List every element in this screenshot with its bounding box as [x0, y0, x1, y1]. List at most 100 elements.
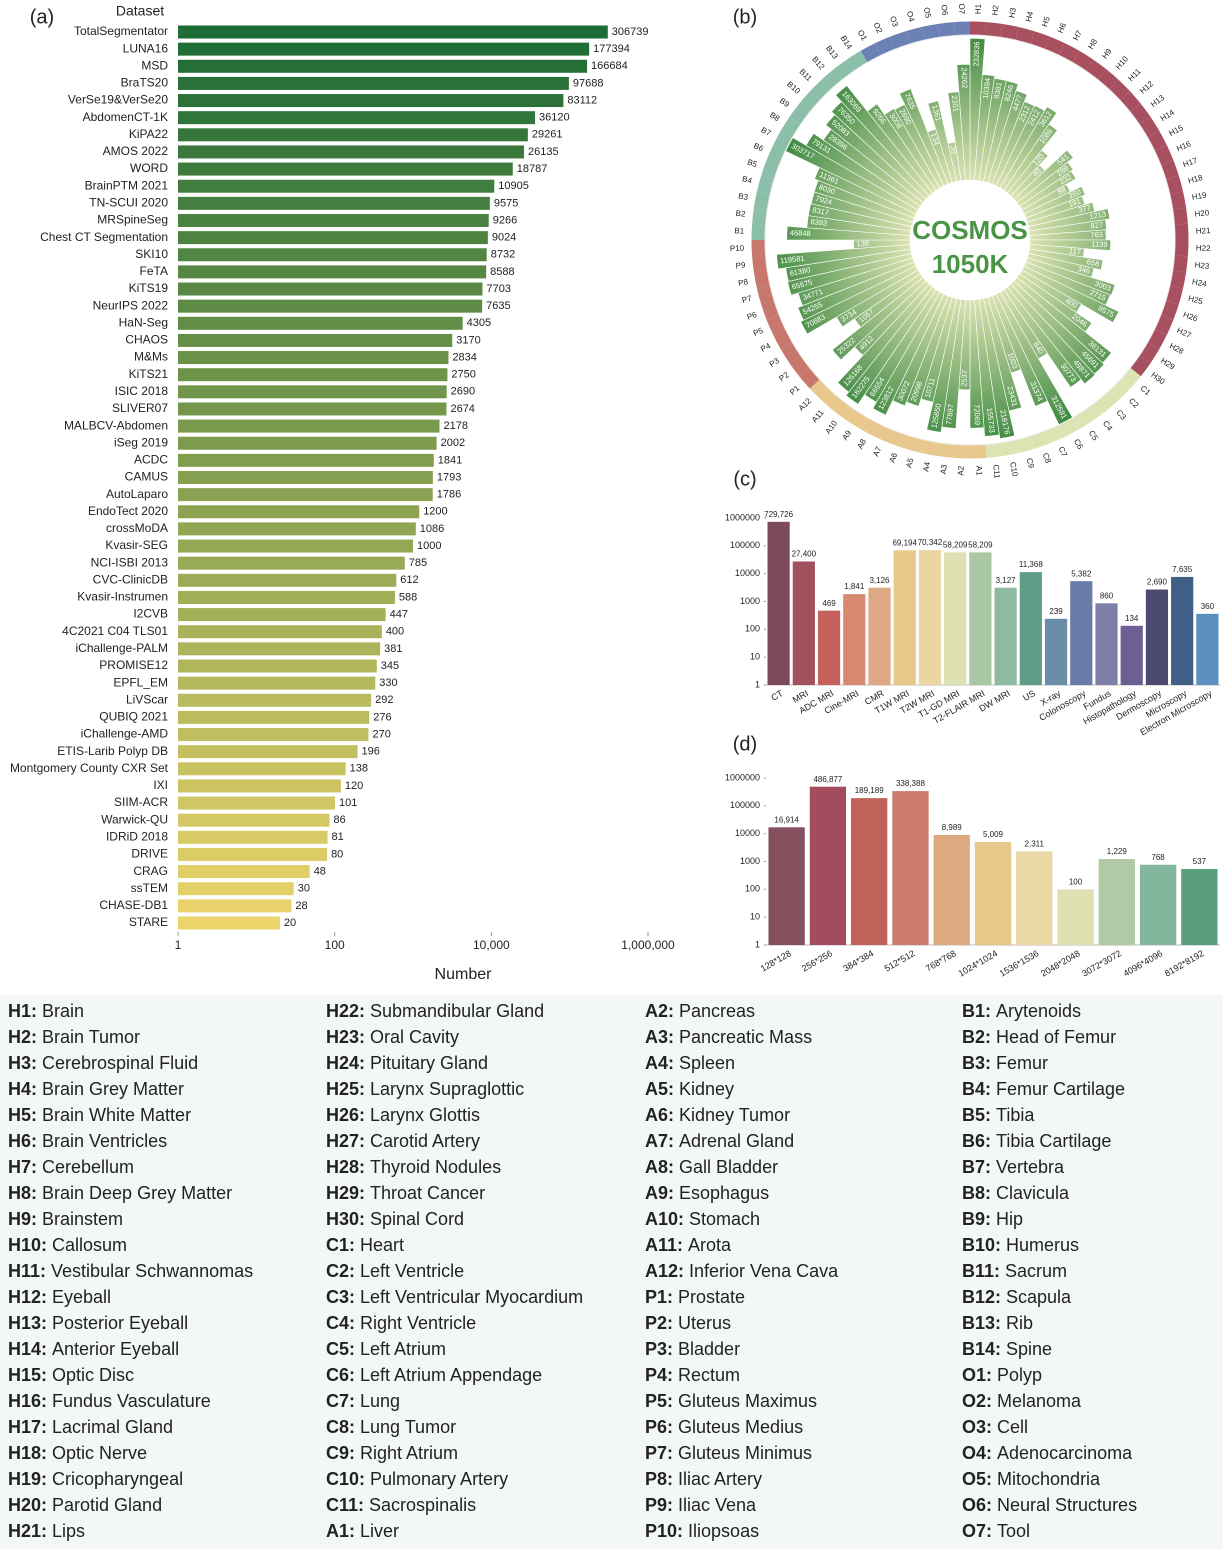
bar: [178, 453, 434, 467]
group-ring: [905, 436, 925, 454]
center-text: 1050K: [932, 249, 1009, 279]
group-ring: [846, 409, 868, 430]
group-ring: [761, 300, 779, 320]
key-name: Scapula: [1006, 1287, 1072, 1307]
key-name: Rectum: [678, 1365, 740, 1385]
key-name: Stomach: [689, 1209, 760, 1229]
value-label: 30: [948, 145, 958, 155]
value-label: 8732: [491, 249, 515, 261]
category-label: KiTS21: [129, 367, 169, 381]
key-entry: C5: Left Atrium: [326, 1339, 446, 1359]
key-entry: H4: Brain Grey Matter: [8, 1079, 184, 1099]
value-label: 346: [1077, 264, 1091, 276]
key-entry: H23: Oral Cavity: [326, 1027, 459, 1047]
bar: [1044, 618, 1068, 685]
category-label: ACDC: [134, 453, 168, 467]
category-label: KiTS19: [129, 281, 169, 295]
key-name: Optic Disc: [52, 1365, 134, 1385]
key-name: Kidney Tumor: [679, 1105, 790, 1125]
value-label: 7635: [486, 300, 510, 312]
key-code: P1:: [645, 1287, 673, 1307]
key-name: Right Atrium: [360, 1443, 458, 1463]
value-label: 70,342: [918, 538, 943, 547]
category-label: A12: [797, 396, 814, 413]
key-code: C2:: [326, 1261, 355, 1281]
group-ring: [773, 130, 793, 151]
category-label: iChallenge-AMD: [81, 727, 169, 741]
bar: [178, 676, 376, 690]
bar: [893, 550, 916, 685]
radial-bar: [1021, 265, 1120, 323]
bar: [178, 162, 513, 176]
category-label: AMOS 2022: [103, 144, 169, 158]
group-ring: [1098, 390, 1119, 411]
group-ring: [1166, 175, 1184, 195]
group-ring: [751, 239, 766, 257]
group-ring: [833, 59, 855, 80]
bar: [178, 94, 564, 108]
key-entry: H15: Optic Disc: [8, 1365, 134, 1385]
radial-bar: [787, 252, 914, 296]
key-code: A6:: [645, 1105, 674, 1125]
bar: [178, 659, 377, 673]
key-name: Lips: [52, 1521, 85, 1541]
value-label: 2,690: [1147, 578, 1168, 587]
category-label: B4: [741, 174, 753, 185]
key-code: H12:: [8, 1287, 47, 1307]
value-label: 80: [331, 848, 343, 860]
key-code: O7:: [962, 1521, 992, 1541]
category-label: MRSpineSeg: [97, 213, 168, 227]
key-code: P4:: [645, 1365, 673, 1385]
key-code: B14:: [962, 1339, 1001, 1359]
category-label: 3072*3072: [1080, 948, 1123, 978]
key-entry: H22: Submandibular Gland: [326, 1001, 544, 1021]
key-entry: B5: Tibia: [962, 1105, 1035, 1125]
key-code: B7:: [962, 1157, 991, 1177]
value-label: 97688: [573, 77, 604, 89]
group-ring: [969, 444, 987, 459]
key-name: Brain: [42, 1001, 84, 1021]
key-name: Bladder: [678, 1339, 740, 1359]
key-name: Spleen: [679, 1053, 735, 1073]
value-label: 58,209: [968, 540, 993, 549]
value-label: 4305: [467, 317, 491, 329]
value-label: 8317: [812, 205, 830, 217]
radial-bar: [884, 108, 941, 191]
radial-bar: [1003, 123, 1058, 194]
key-entry: H19: Cricopharyngeal: [8, 1469, 183, 1489]
bar: [178, 573, 397, 587]
category-label: B3: [738, 191, 750, 202]
value-label: 3,127: [996, 576, 1017, 585]
group-ring: [1173, 207, 1188, 225]
bar: [178, 539, 413, 553]
bar: [178, 111, 536, 125]
key-code: A4:: [645, 1053, 674, 1073]
category-label: EPFL_EM: [113, 675, 168, 689]
key-entry: B1: Arytenoids: [962, 1001, 1081, 1021]
bar: [178, 762, 346, 776]
value-label: 612: [400, 574, 418, 586]
key-code: C1:: [326, 1235, 355, 1255]
key-code: P2:: [645, 1313, 673, 1333]
key-code: C4:: [326, 1313, 355, 1333]
value-label: 1361: [930, 104, 943, 122]
category-label: H18: [1187, 173, 1204, 186]
group-ring: [1170, 191, 1187, 210]
value-label: 588: [399, 591, 417, 603]
category-label: US: [1021, 688, 1037, 703]
key-name: Vestibular Schwannomas: [51, 1261, 253, 1281]
category-label: I2CVB: [133, 607, 168, 621]
group-ring: [1000, 440, 1019, 457]
category-label: A6: [888, 451, 900, 464]
category-label: 256*256: [800, 948, 834, 973]
key-code: A2:: [645, 1001, 674, 1021]
radial-bar: [797, 261, 917, 321]
group-ring: [809, 379, 831, 401]
key-entry: B14: Spine: [962, 1339, 1052, 1359]
category-label: 4C2021 C04 TLS01: [62, 624, 168, 638]
group-ring: [921, 440, 940, 457]
value-label: 26135: [528, 146, 559, 158]
key-entry: C6: Left Atrium Appendage: [326, 1365, 542, 1385]
key-entry: H8: Brain Deep Grey Matter: [8, 1183, 232, 1203]
radial-bar: [969, 38, 986, 181]
